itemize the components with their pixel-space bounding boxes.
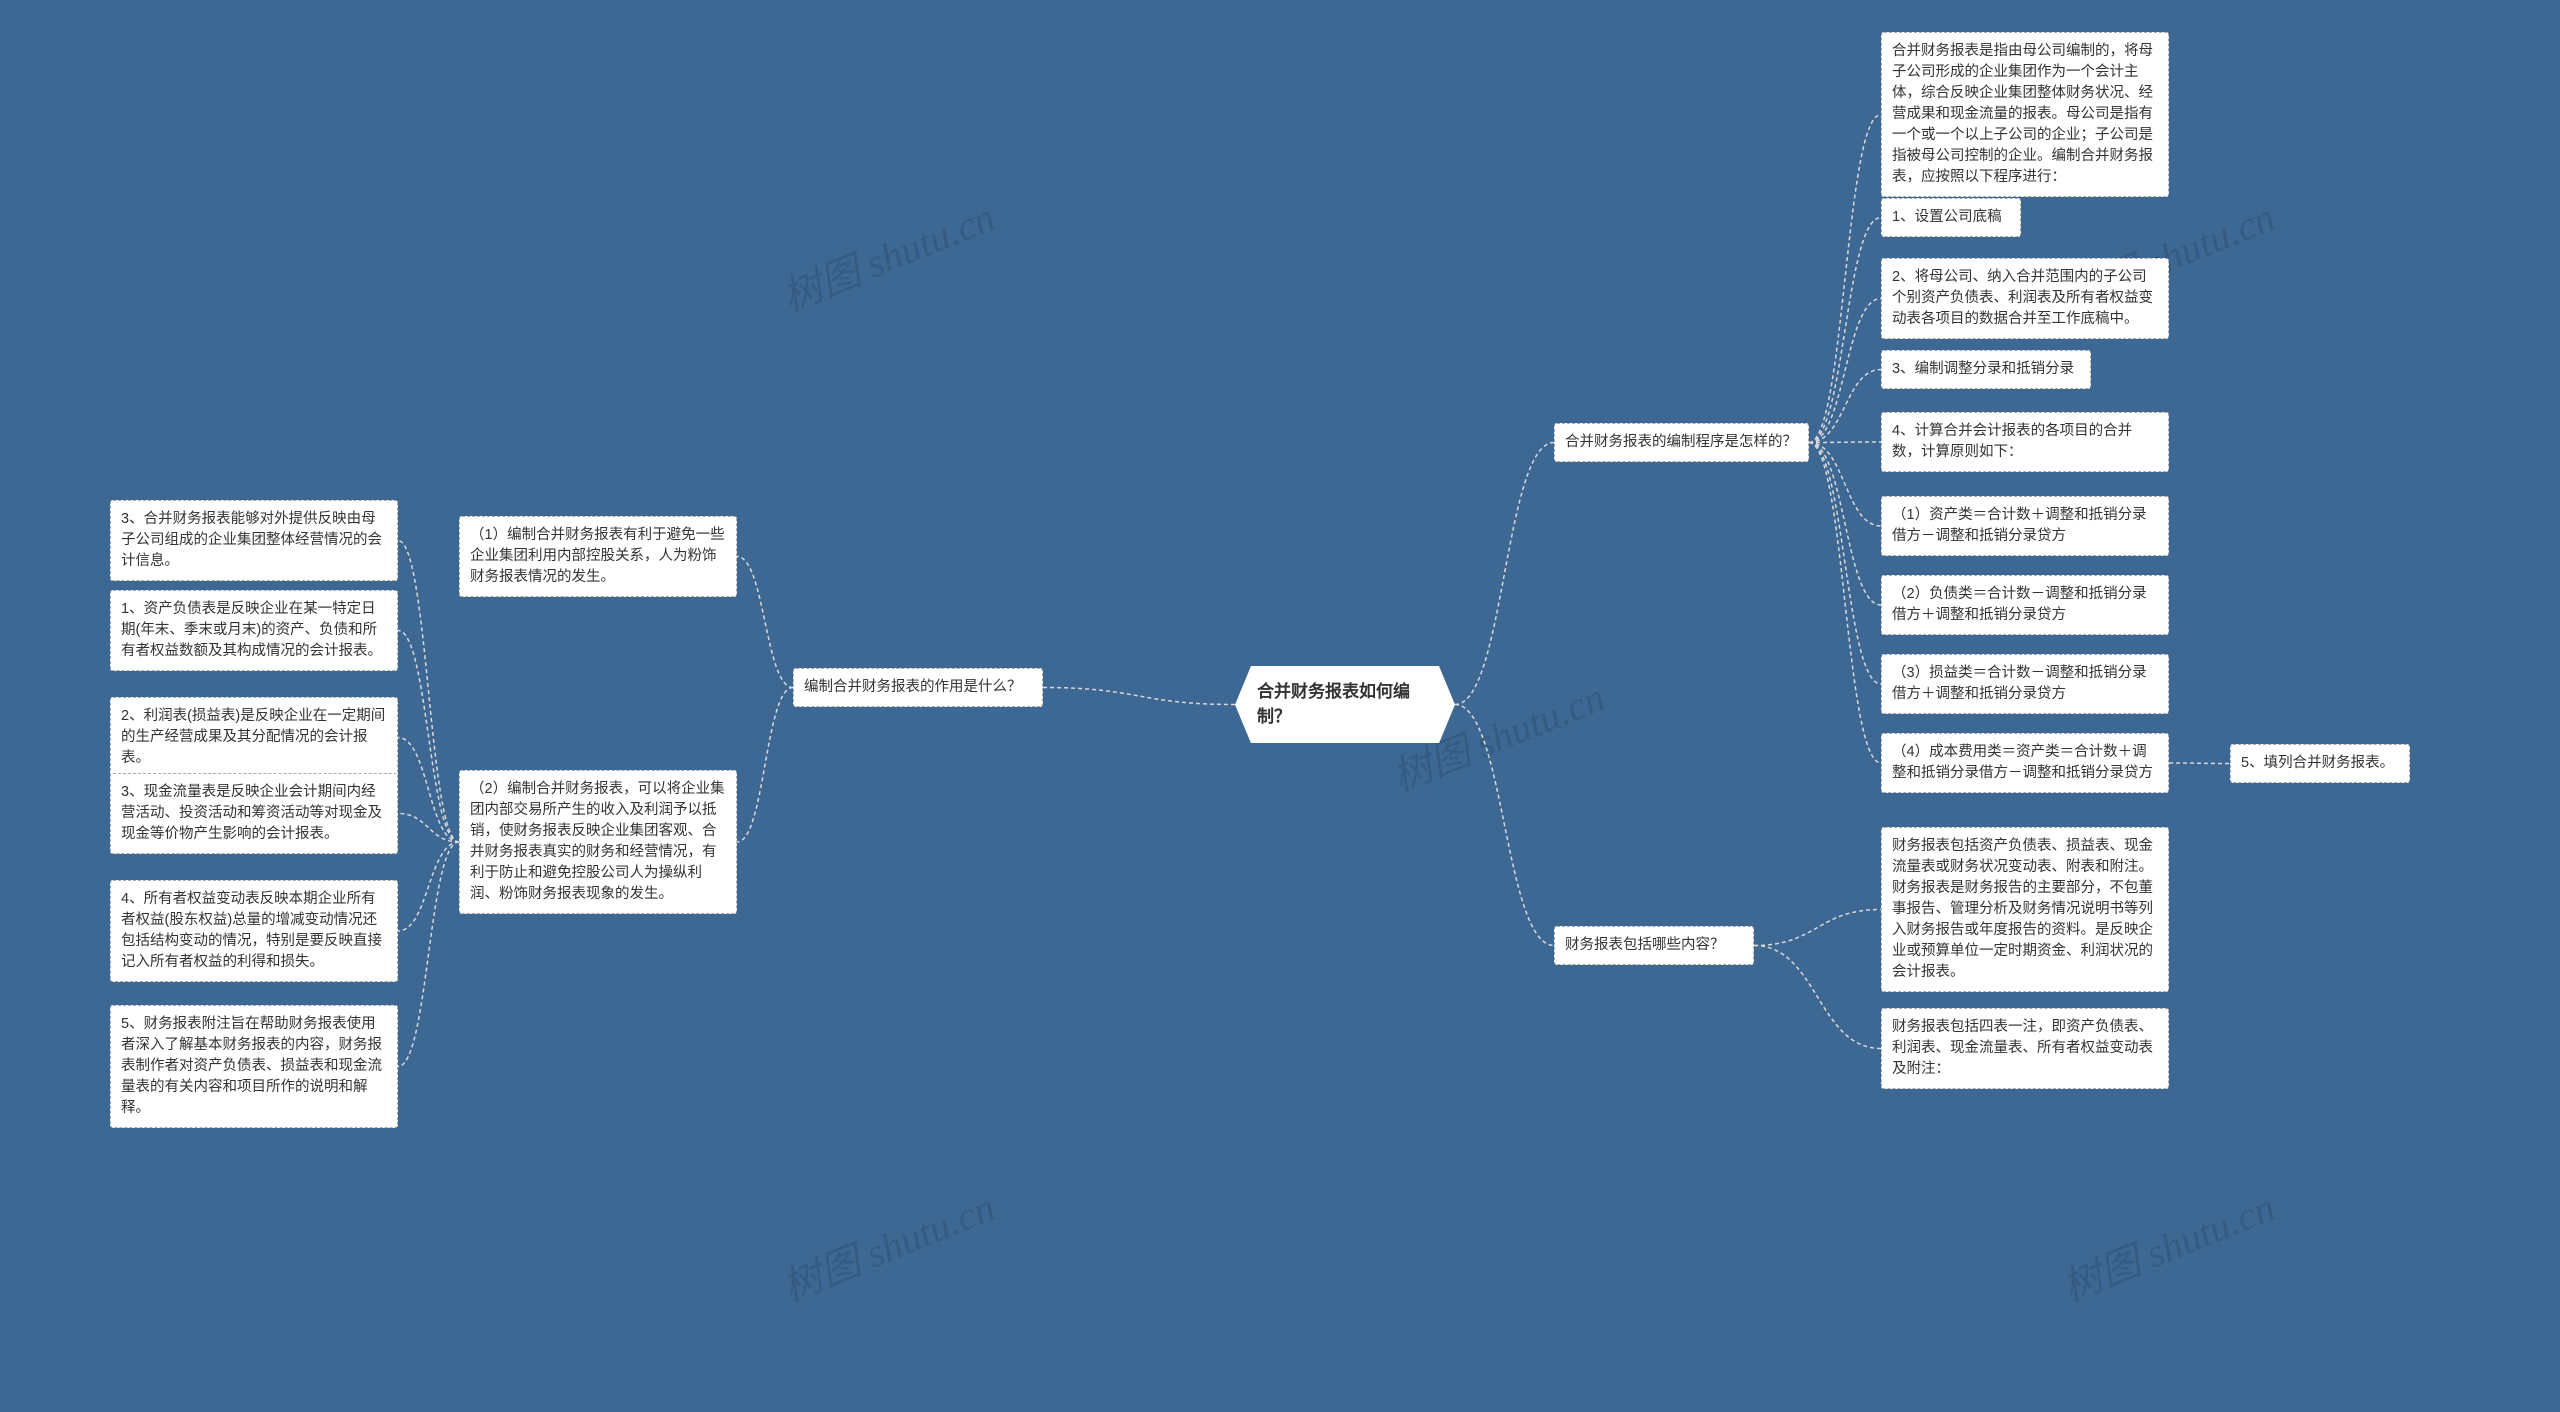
mindmap-node[interactable]: 合并财务报表是指由母公司编制的，将母子公司形成的企业集团作为一个会计主体，综合反… xyxy=(1881,32,2169,197)
connector-line xyxy=(1754,946,1881,1049)
mindmap-node[interactable]: 财务报表包括资产负债表、损益表、现金流量表或财务状况变动表、附表和附注。财务报表… xyxy=(1881,827,2169,992)
connector-line xyxy=(1455,443,1554,705)
connector-line xyxy=(398,631,459,843)
mindmap-node[interactable]: 5、填列合并财务报表。 xyxy=(2230,744,2410,783)
mindmap-node[interactable]: （1）资产类＝合计数＋调整和抵销分录借方－调整和抵销分录贷方 xyxy=(1881,496,2169,556)
mindmap-node[interactable]: 2、利润表(损益表)是反映企业在一定期间的生产经营成果及其分配情况的会计报表。 xyxy=(110,697,398,778)
mindmap-node[interactable]: （2）编制合并财务报表，可以将企业集团内部交易所产生的收入及利润予以抵销，使财务… xyxy=(459,770,737,914)
connector-line xyxy=(398,842,459,1067)
mindmap-node[interactable]: 合并财务报表的编制程序是怎样的？ xyxy=(1554,423,1809,462)
mindmap-node[interactable]: 编制合并财务报表的作用是什么？ xyxy=(793,668,1043,707)
mindmap-node[interactable]: （3）损益类＝合计数－调整和抵销分录借方＋调整和抵销分录贷方 xyxy=(1881,654,2169,714)
mindmap-node[interactable]: 3、编制调整分录和抵销分录 xyxy=(1881,350,2091,389)
mindmap-node[interactable]: 1、资产负债表是反映企业在某一特定日期(年末、季末或月末)的资产、负债和所有者权… xyxy=(110,590,398,671)
connector-line xyxy=(398,738,459,843)
connector-line xyxy=(1809,218,1881,443)
connector-line xyxy=(1754,910,1881,946)
mindmap-node[interactable]: （2）负债类＝合计数－调整和抵销分录借方＋调整和抵销分录贷方 xyxy=(1881,575,2169,635)
mindmap-node[interactable]: 1、设置公司底稿 xyxy=(1881,198,2021,237)
connector-line xyxy=(737,688,793,843)
mindmap-node[interactable]: （1）编制合并财务报表有利于避免一些企业集团利用内部控股关系，人为粉饰财务报表情… xyxy=(459,516,737,597)
mindmap-node[interactable]: 财务报表包括四表一注，即资产负债表、利润表、现金流量表、所有者权益变动表及附注： xyxy=(1881,1008,2169,1089)
connector-line xyxy=(1809,299,1881,443)
connector-line xyxy=(1809,443,1881,685)
connector-line xyxy=(1455,705,1554,946)
mindmap-node[interactable]: （4）成本费用类＝资产类＝合计数＋调整和抵销分录借方－调整和抵销分录贷方 xyxy=(1881,733,2169,793)
mindmap-node[interactable]: 财务报表包括哪些内容？ xyxy=(1554,926,1754,965)
root-node[interactable]: 合并财务报表如何编制？ xyxy=(1235,666,1455,743)
connector-line xyxy=(1809,115,1881,443)
mindmap-node[interactable]: 4、所有者权益变动表反映本期企业所有者权益(股东权益)总量的增减变动情况还包括结… xyxy=(110,880,398,982)
connector-line xyxy=(398,541,459,843)
mindmap-node[interactable]: 3、合并财务报表能够对外提供反映由母子公司组成的企业集团整体经营情况的会计信息。 xyxy=(110,500,398,581)
mindmap-node[interactable]: 4、计算合并会计报表的各项目的合并数，计算原则如下： xyxy=(1881,412,2169,472)
mindmap-node[interactable]: 2、将母公司、纳入合并范围内的子公司个别资产负债表、利润表及所有者权益变动表各项… xyxy=(1881,258,2169,339)
connector-line xyxy=(1809,443,1881,764)
connector-line xyxy=(398,842,459,931)
mindmap-node[interactable]: 3、现金流量表是反映企业会计期间内经营活动、投资活动和筹资活动等对现金及现金等价… xyxy=(110,773,398,854)
connector-line xyxy=(2169,763,2230,764)
connector-line xyxy=(1043,688,1235,705)
connector-line xyxy=(737,557,793,688)
mindmap-node[interactable]: 5、财务报表附注旨在帮助财务报表使用者深入了解基本财务报表的内容，财务报表制作者… xyxy=(110,1005,398,1128)
connector-line xyxy=(1809,442,1881,443)
